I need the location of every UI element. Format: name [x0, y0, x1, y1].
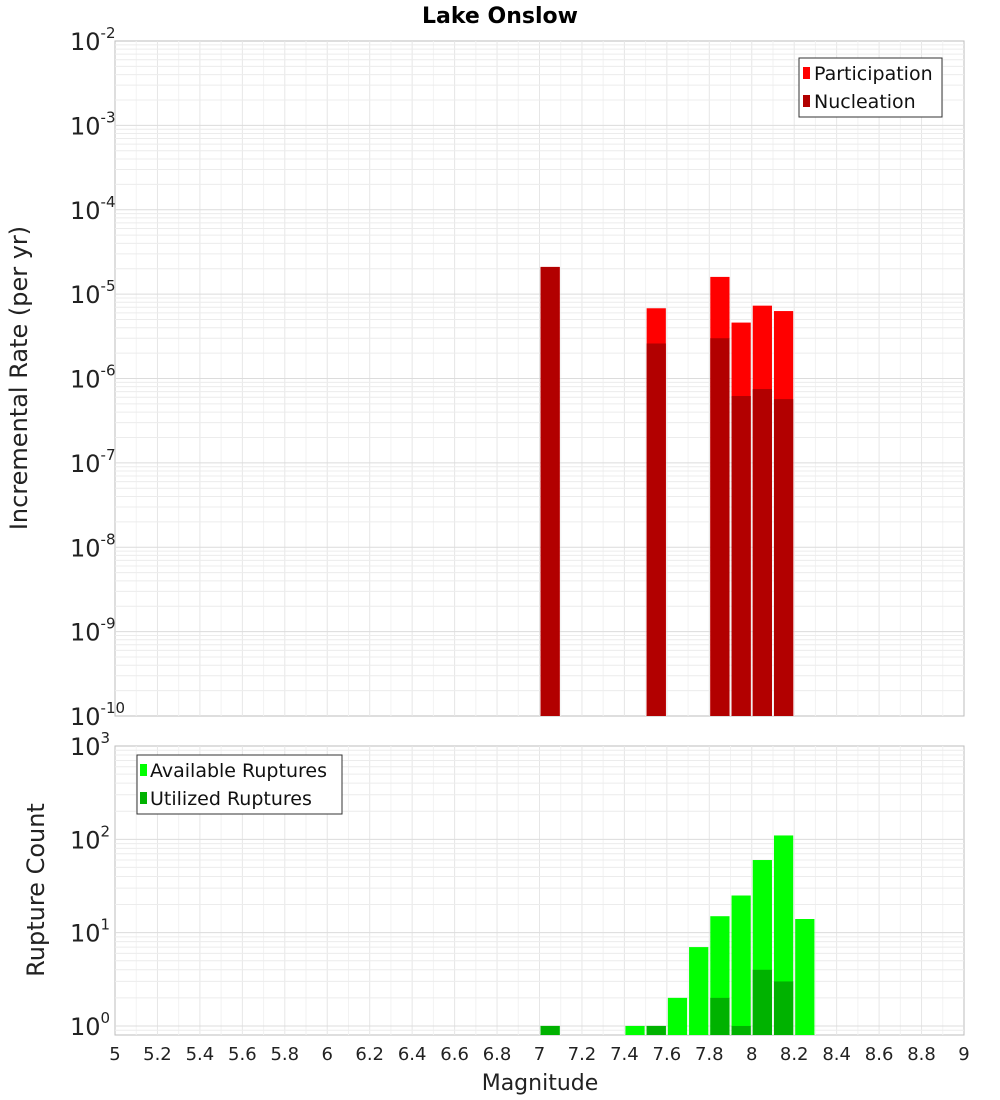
top-legend-box	[798, 57, 943, 118]
x-tick-label: 6.8	[483, 1044, 512, 1065]
y-tick-label: 10-9	[70, 615, 116, 647]
x-tick-label: 8.6	[865, 1044, 894, 1065]
chart-title: Lake Onslow	[422, 4, 578, 29]
x-tick-label: 6.2	[355, 1044, 384, 1065]
bar-nucleation	[710, 338, 730, 716]
legend-label-nucleation: Nucleation	[814, 91, 916, 113]
top-bars	[540, 266, 794, 716]
bar-utilized-ruptures	[773, 981, 794, 1035]
y-tick-label: 101	[70, 916, 110, 948]
x-tick-label: 7.8	[695, 1044, 724, 1065]
x-tick-label: 5	[109, 1044, 120, 1065]
y-tick-label: 10-7	[70, 446, 116, 478]
x-ticks: 5 5.2 5.4 5.6 5.8 6 6.2 6.4 6.6 6.8 7 7.2 7.4 7.6 7.8 8…	[109, 1044, 969, 1065]
y-tick-label: 10-8	[70, 530, 116, 562]
x-tick-label: 7.6	[653, 1044, 682, 1065]
legend-label-participation: Participation	[814, 63, 933, 85]
bottom-legend-box	[136, 754, 343, 815]
x-tick-label: 9	[958, 1044, 969, 1065]
top-grid	[115, 41, 964, 716]
top-y-axis-label: Incremental Rate (per yr)	[5, 226, 33, 530]
x-tick-label: 8.2	[780, 1044, 809, 1065]
bottom-grid	[115, 746, 964, 1035]
x-tick-label: 7.2	[568, 1044, 597, 1065]
x-tick-label: 8.4	[822, 1044, 851, 1065]
y-tick-label: 10-4	[70, 193, 116, 225]
y-tick-label: 10-3	[70, 108, 116, 140]
y-tick-label: 10-10	[70, 699, 125, 731]
x-tick-label: 6.4	[398, 1044, 427, 1065]
bar-nucleation	[731, 396, 751, 716]
y-tick-label: 102	[70, 822, 110, 854]
legend-swatch-available-ruptures	[140, 764, 147, 776]
top-legend: Participation Nucleation	[798, 57, 943, 118]
x-tick-label: 8	[746, 1044, 757, 1065]
legend-swatch-nucleation	[803, 95, 810, 107]
x-tick-label: 6.6	[440, 1044, 469, 1065]
x-tick-label: 5.2	[143, 1044, 172, 1065]
x-tick-label: 5.8	[270, 1044, 299, 1065]
bar-utilized-ruptures	[710, 997, 730, 1035]
bar-nucleation	[646, 343, 666, 716]
bottom-panel: 100 101 102 103 Rupture Count Available Rup…	[22, 729, 965, 1041]
bar-available-ruptures	[625, 1025, 645, 1035]
bar-utilized-ruptures	[646, 1025, 666, 1035]
bar-nucleation	[540, 266, 560, 716]
bottom-bars	[540, 835, 815, 1035]
bar-nucleation	[752, 389, 772, 716]
bottom-legend: Available Ruptures Utilized Ruptures	[136, 754, 343, 815]
legend-swatch-utilized-ruptures	[140, 792, 147, 804]
legend-label-available-ruptures: Available Ruptures	[150, 760, 327, 782]
y-tick-label: 103	[70, 729, 110, 761]
y-tick-label: 100	[70, 1009, 110, 1041]
x-axis-label: Magnitude	[482, 1071, 599, 1096]
x-tick-label: 7	[534, 1044, 545, 1065]
y-tick-label: 10-5	[70, 277, 116, 309]
x-tick-label: 6	[322, 1044, 333, 1065]
legend-swatch-participation	[803, 67, 810, 79]
bar-available-ruptures	[667, 997, 688, 1035]
top-y-ticks: 10-10 10-9 10-8 10-7 10-6 10-5 10-4 10-3 10-2	[70, 24, 125, 731]
x-tick-label: 8.8	[907, 1044, 936, 1065]
bottom-y-ticks: 100 101 102 103	[70, 729, 110, 1041]
y-tick-label: 10-2	[70, 24, 116, 56]
x-tick-label: 5.4	[186, 1044, 215, 1065]
bar-utilized-ruptures	[752, 969, 772, 1035]
bar-available-ruptures	[795, 919, 815, 1035]
x-tick-label: 7.4	[610, 1044, 639, 1065]
bar-utilized-ruptures	[540, 1025, 560, 1035]
bar-available-ruptures	[731, 895, 751, 1035]
top-panel: 10-10 10-9 10-8 10-7 10-6 10-5 10-4 10-3 10-2 In…	[5, 24, 965, 731]
bar-nucleation	[773, 399, 794, 716]
bottom-y-axis-label: Rupture Count	[22, 803, 50, 977]
bar-utilized-ruptures	[731, 1025, 751, 1035]
x-tick-label: 5.6	[228, 1044, 257, 1065]
bar-available-ruptures	[689, 947, 709, 1035]
y-tick-label: 10-6	[70, 362, 116, 394]
legend-label-utilized-ruptures: Utilized Ruptures	[150, 788, 312, 810]
